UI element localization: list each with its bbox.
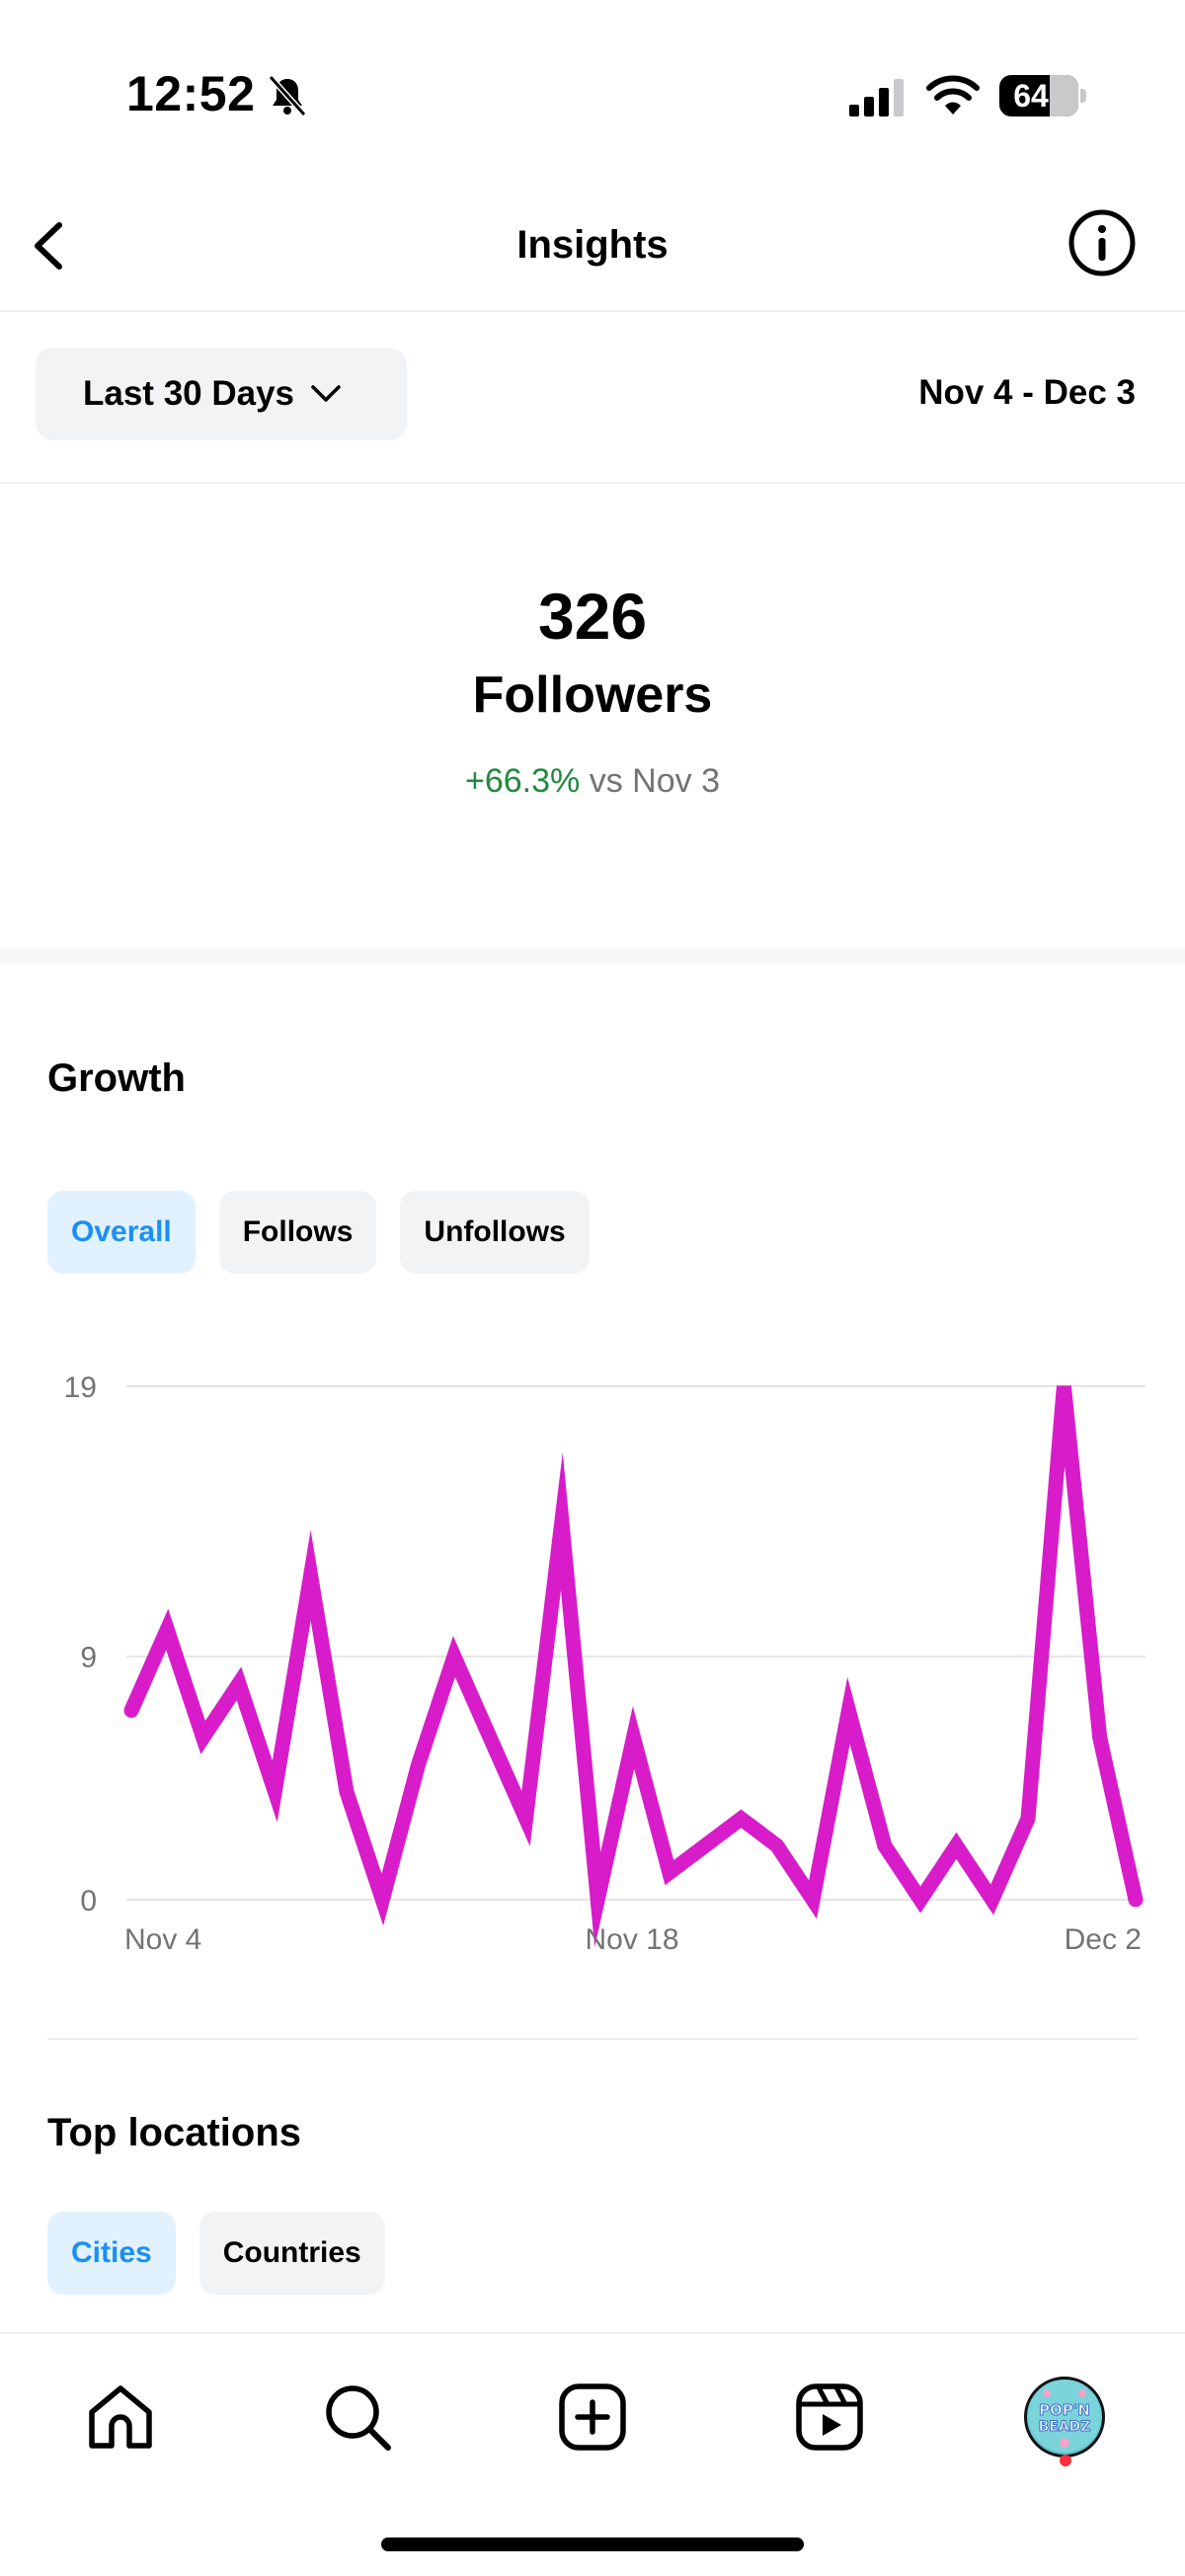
avatar-text-line1: POP'N	[1039, 2401, 1090, 2419]
info-icon[interactable]	[1066, 207, 1138, 278]
nav-create[interactable]	[545, 2370, 640, 2464]
location-tabs: Cities Countries	[47, 2212, 385, 2295]
bell-muted-icon	[268, 74, 307, 117]
date-range-text: Nov 4 - Dec 3	[918, 373, 1136, 412]
battery-indicator: 64	[999, 75, 1078, 117]
growth-title: Growth	[47, 1056, 186, 1100]
insights-header: Insights	[0, 188, 1185, 312]
home-icon	[89, 2385, 152, 2449]
date-range-label: Last 30 Days	[83, 374, 295, 413]
x-tick-label: Nov 18	[585, 1923, 678, 1956]
nav-reels[interactable]	[782, 2370, 877, 2464]
page-title: Insights	[516, 223, 669, 267]
section-separator	[0, 948, 1185, 964]
nav-profile[interactable]: POP'N BEADZ	[1017, 2370, 1112, 2464]
top-locations-title: Top locations	[47, 2111, 302, 2154]
chevron-down-icon	[311, 385, 341, 402]
y-tick-label: 19	[64, 1371, 97, 1404]
bottom-nav: POP'N BEADZ	[0, 2332, 1185, 2576]
back-button[interactable]	[18, 211, 87, 280]
change-percent: +66.3%	[465, 762, 581, 800]
status-bar: 12:52 64	[0, 0, 1185, 188]
tab-cities[interactable]: Cities	[47, 2212, 176, 2295]
tab-unfollows[interactable]: Unfollows	[400, 1191, 590, 1274]
nav-home[interactable]	[73, 2370, 168, 2464]
section-divider	[47, 2038, 1138, 2040]
avatar-logo: POP'N BEADZ	[1029, 2381, 1100, 2453]
battery-empty-portion	[1050, 75, 1078, 117]
follower-label: Followers	[472, 666, 713, 724]
home-indicator	[381, 2537, 804, 2551]
tab-follows[interactable]: Follows	[218, 1191, 377, 1274]
date-filter-row: Last 30 Days Nov 4 - Dec 3	[0, 314, 1185, 484]
y-tick-label: 0	[80, 1885, 97, 1917]
tab-countries[interactable]: Countries	[198, 2212, 385, 2295]
followers-summary: 326 Followers +66.3% vs Nov 3	[0, 484, 1185, 948]
tab-overall[interactable]: Overall	[47, 1191, 196, 1274]
growth-tabs: Overall Follows Unfollows	[47, 1191, 590, 1274]
nav-search[interactable]	[310, 2370, 405, 2464]
cellular-signal-icon	[849, 79, 904, 117]
avatar-text-line2: BEADZ	[1039, 2419, 1091, 2435]
reels-icon	[796, 2383, 863, 2451]
x-tick-label: Nov 4	[124, 1923, 201, 1956]
growth-chart: 19 9 0 Nov 4 Nov 18 Dec 2	[64, 1371, 1146, 1956]
x-tick-label: Dec 2	[1065, 1923, 1142, 1956]
create-post-icon	[559, 2383, 626, 2451]
series-line	[123, 1385, 1144, 1948]
search-icon	[326, 2385, 391, 2451]
follower-count: 326	[537, 580, 648, 653]
battery-percent: 64	[1013, 78, 1049, 114]
date-range-dropdown[interactable]: Last 30 Days	[36, 348, 407, 440]
status-time: 12:52	[126, 66, 256, 121]
battery-cap	[1080, 89, 1086, 103]
follower-change: +66.3% vs Nov 3	[0, 762, 1185, 801]
avatar: POP'N BEADZ	[1024, 2377, 1105, 2458]
change-compare-text: vs Nov 3	[580, 762, 720, 800]
notification-dot	[1060, 2455, 1071, 2466]
wifi-icon	[926, 75, 980, 115]
y-tick-label: 9	[80, 1642, 97, 1675]
